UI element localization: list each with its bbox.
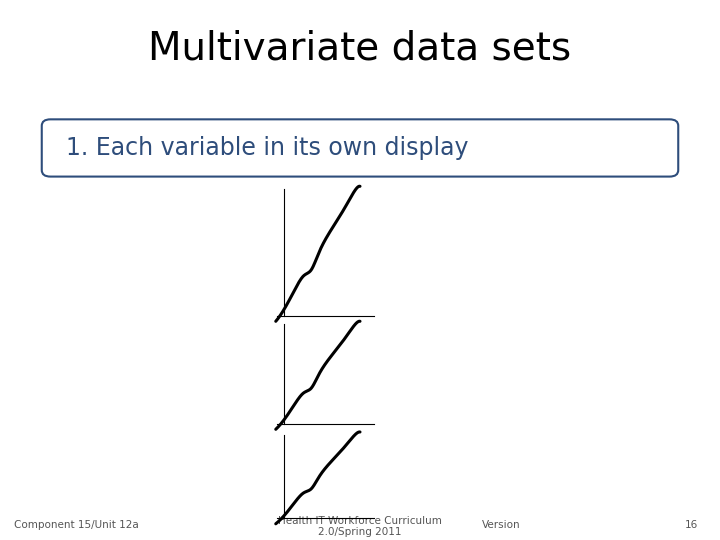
FancyBboxPatch shape bbox=[42, 119, 678, 177]
Text: Health IT Workforce Curriculum: Health IT Workforce Curriculum bbox=[278, 516, 442, 526]
Text: 16: 16 bbox=[685, 520, 698, 530]
Text: 1. Each variable in its own display: 1. Each variable in its own display bbox=[66, 136, 469, 160]
Text: Version: Version bbox=[482, 520, 521, 530]
Text: Multivariate data sets: Multivariate data sets bbox=[148, 30, 572, 68]
Text: 2.0/Spring 2011: 2.0/Spring 2011 bbox=[318, 527, 402, 537]
Text: Component 15/Unit 12a: Component 15/Unit 12a bbox=[14, 520, 139, 530]
